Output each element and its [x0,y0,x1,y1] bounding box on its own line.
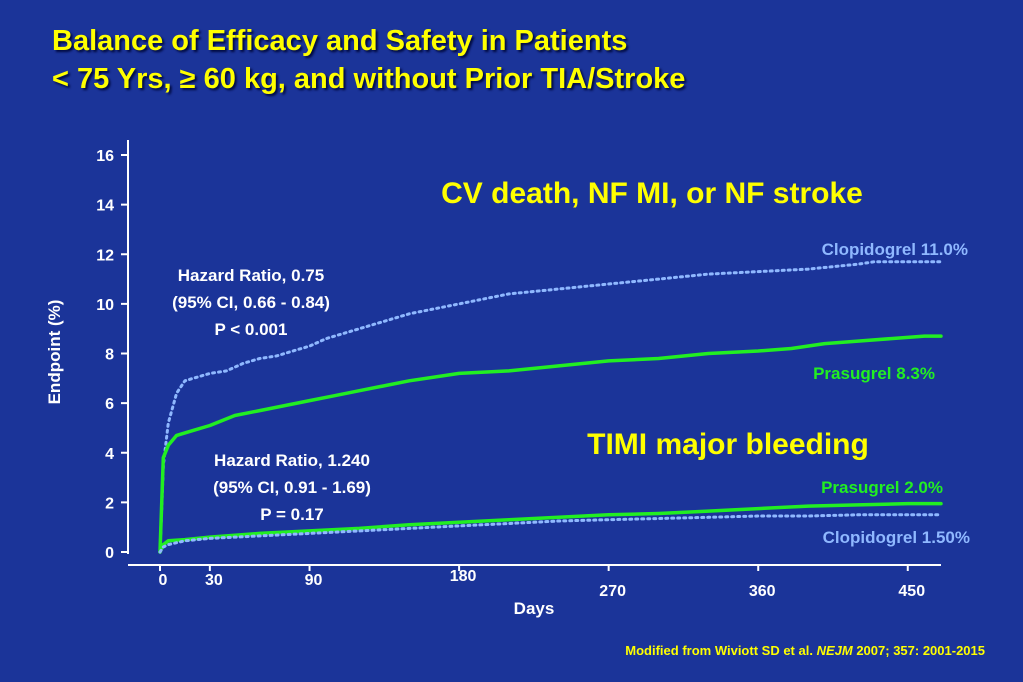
y-tick-label: 6 [105,396,114,413]
series-end-label-clopidogrel: Clopidogrel 11.0% [822,240,968,259]
x-tick-label: 450 [898,583,925,600]
series-line-clopidogrel-panel-2 [158,513,943,554]
series-end-label-prasugrel: Prasugrel 8.3% [813,364,935,383]
y-tick-label: 0 [105,545,114,562]
x-tick-label: 270 [599,583,626,600]
citation-prefix: Modified from Wiviott SD et al. [625,643,813,658]
y-tick-label: 2 [105,495,114,512]
series-line-prasugrel-panel-1 [158,334,943,554]
page-title: Balance of Efficacy and Safety in Patien… [52,22,685,98]
x-axis-title: Days [514,599,555,618]
citation-suffix: 2007; 357: 2001-2015 [856,643,985,658]
series-end-label-clopidogrel: Clopidogrel 1.50% [823,528,970,547]
x-tick-label: 360 [749,583,776,600]
panel-title-1: CV death, NF MI, or NF stroke [441,177,863,210]
title-line-2: < 75 Yrs, ≥ 60 kg, and without Prior TIA… [52,63,686,95]
x-tick-label: 30 [205,572,223,589]
chart-axes: 0 2 4 6 8 10 12 14 16 0 30 90 180 270 360 450 Days Endpoi… [45,140,941,618]
y-tick-label: 8 [105,347,114,364]
y-tick-label: 4 [105,446,114,463]
hazard-ratio-line: (95% CI, 0.66 - 0.84) [172,293,330,312]
hazard-ratio-line: Hazard Ratio, 1.240 [214,451,370,470]
x-tick-label: 180 [450,568,477,585]
y-tick-label: 10 [96,297,114,314]
x-tick-label: 90 [305,572,323,589]
y-tick-label: 16 [96,148,114,165]
hazard-ratio-line: P < 0.001 [215,320,288,339]
y-tick-label: 12 [96,247,114,264]
y-tick-label: 14 [96,198,114,215]
series-end-label-prasugrel: Prasugrel 2.0% [821,478,943,497]
hazard-ratio-line: Hazard Ratio, 0.75 [178,266,324,285]
series-line-clopidogrel-panel-1 [158,260,943,554]
title-line-1: Balance of Efficacy and Safety in Patien… [52,25,628,57]
citation-journal: NEJM [816,643,853,658]
hazard-ratio-line: P = 0.17 [260,505,324,524]
chart-annotations: CV death, NF MI, or NF stroke TIMI major … [172,177,970,547]
hazard-ratio-line: (95% CI, 0.91 - 1.69) [213,478,371,497]
x-tick-label: 0 [159,572,168,589]
y-axis-title: Endpoint (%) [45,300,64,405]
panel-title-2: TIMI major bleeding [587,428,869,461]
citation: Modified from Wiviott SD et al. NEJM 200… [625,643,985,658]
chart-curves [158,260,943,554]
